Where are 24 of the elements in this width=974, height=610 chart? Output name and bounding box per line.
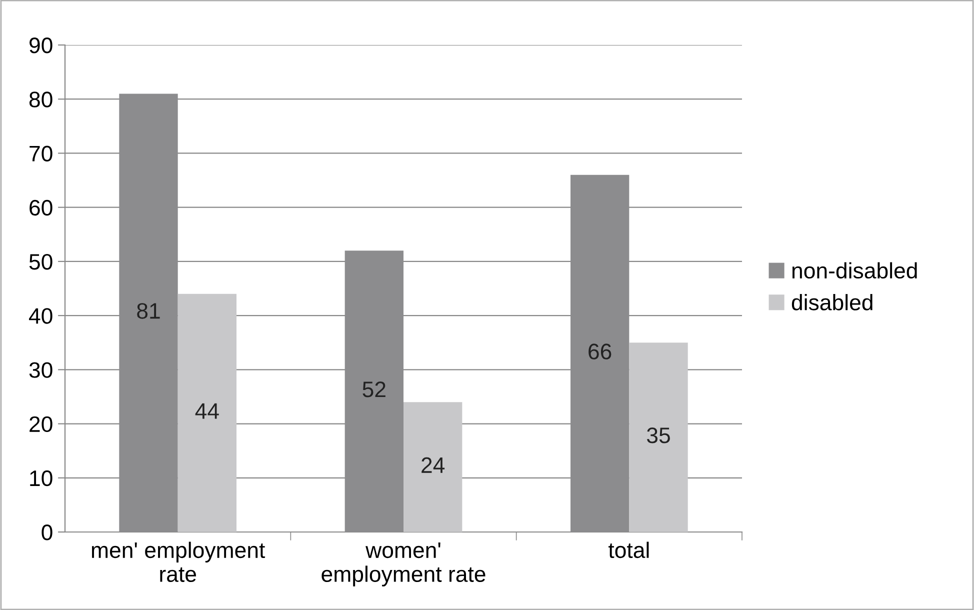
data-label: 35 — [646, 428, 670, 444]
y-tick-label: 90 — [30, 38, 52, 54]
data-label: 44 — [195, 403, 219, 419]
x-tick-label: women' employment rate — [322, 542, 486, 586]
y-tick-label: 30 — [29, 362, 52, 378]
legend-label: non-disabled — [792, 262, 917, 279]
data-label: 66 — [588, 344, 612, 360]
data-label: 81 — [137, 303, 160, 319]
x-tick-label: men' employment rate — [92, 542, 266, 582]
y-tick-label: 50 — [29, 254, 52, 270]
legend-label: disabled — [792, 294, 872, 310]
bar — [404, 402, 462, 532]
bar — [178, 294, 237, 532]
y-tick-label: 0 — [42, 524, 52, 540]
y-tick-label: 10 — [30, 470, 52, 486]
data-label: 24 — [422, 457, 445, 473]
bar — [629, 342, 688, 532]
data-label: 52 — [362, 382, 386, 398]
x-tick-label: total — [608, 542, 649, 558]
y-tick-label: 20 — [30, 416, 52, 432]
y-tick-label: 70 — [30, 146, 52, 162]
y-tick-label: 40 — [28, 308, 52, 324]
y-tick-label: 80 — [29, 92, 52, 108]
y-tick-label: 60 — [30, 200, 52, 216]
